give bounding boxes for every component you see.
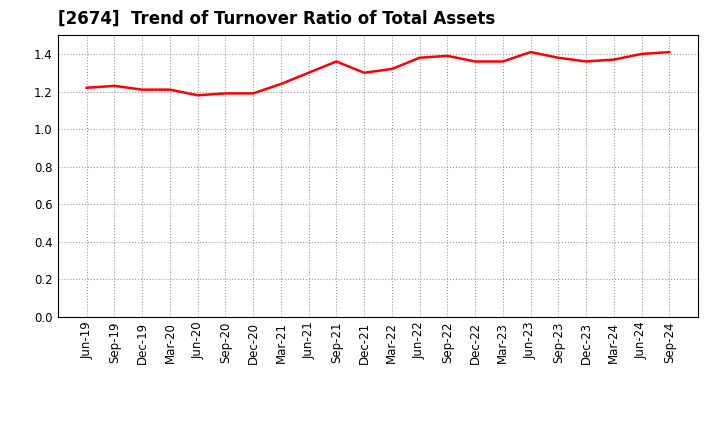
Text: [2674]  Trend of Turnover Ratio of Total Assets: [2674] Trend of Turnover Ratio of Total …	[58, 10, 495, 28]
